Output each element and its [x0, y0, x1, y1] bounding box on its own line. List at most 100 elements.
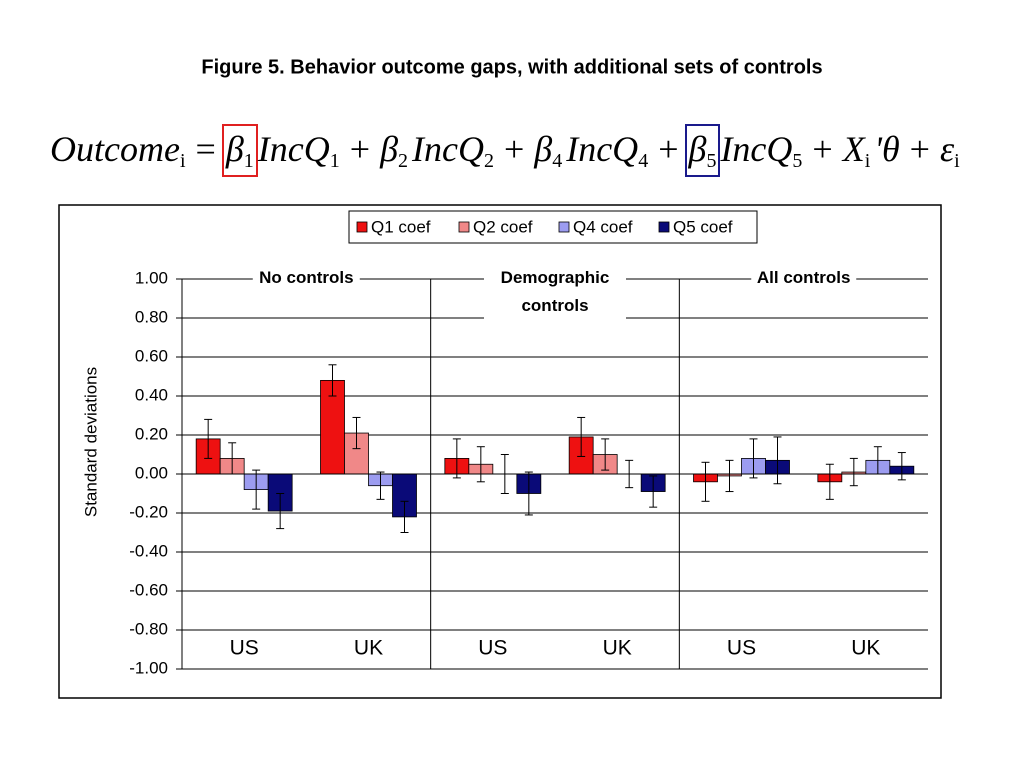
equation-token: β4 [534, 128, 562, 173]
y-tick-label: -1.00 [129, 658, 168, 677]
y-axis-label: Standard deviations [81, 367, 100, 517]
equation-token: β2 [380, 128, 408, 173]
error-bar [204, 418, 213, 459]
legend-label: Q1 coef [371, 217, 431, 236]
y-tick-label: -0.20 [129, 502, 168, 521]
x-tick-label: UK [603, 637, 632, 660]
error-bar [725, 459, 734, 493]
legend: Q1 coef Q2 coef Q4 coef Q5 coef [348, 210, 758, 244]
error-bar [452, 438, 461, 479]
equation-token: IncQ1 [258, 128, 340, 173]
legend-label: Q5 coef [673, 217, 733, 236]
y-tick-label: 1.00 [135, 268, 168, 287]
error-bar [897, 452, 906, 481]
y-tick-label: 0.20 [135, 424, 168, 443]
equation-text: 'θ [874, 129, 900, 169]
error-bar [252, 469, 261, 510]
x-tick-label: US [230, 637, 259, 660]
equation-token: β1 [221, 124, 258, 177]
equation-token: IncQ4 [566, 128, 648, 173]
legend-swatch [558, 221, 570, 233]
equation-text: + [658, 129, 679, 169]
error-bar [524, 471, 533, 516]
equation-token: + [350, 128, 370, 170]
error-bar [352, 416, 361, 450]
equation-subscript: 4 [552, 150, 563, 172]
error-bar [849, 457, 858, 487]
equation-text: β [688, 129, 707, 169]
equation-token: Xi [843, 128, 871, 173]
legend-swatch [458, 221, 470, 233]
panel-label: No controls [253, 264, 360, 292]
equation-subscript: 4 [638, 150, 649, 172]
error-bar [577, 416, 586, 457]
error-bar [400, 500, 409, 533]
y-tick-label: 0.40 [135, 385, 168, 404]
equation-subscript: i [179, 150, 186, 172]
legend-label: Q2 coef [473, 217, 533, 236]
legend-swatch [356, 221, 368, 233]
y-tick-label: 0.00 [135, 463, 168, 482]
equation: Outcomei = β1 IncQ1 + β2 IncQ2 + β4 IncQ4 + β5 IncQ5… [48, 124, 962, 177]
equation-token: IncQ2 [412, 128, 494, 173]
equation-token: + [910, 128, 930, 170]
equation-subscript: 2 [483, 150, 494, 172]
error-bar [825, 463, 834, 500]
panel-label: All controls [750, 264, 857, 292]
equation-text: IncQ [412, 129, 484, 169]
legend-label: Q4 coef [573, 217, 633, 236]
equation-subscript: 1 [243, 150, 254, 172]
panel-label: Demographic controls [484, 264, 626, 320]
equation-token: 'θ [874, 128, 899, 170]
chart-frame [58, 204, 942, 699]
equation-token: Outcomei [50, 128, 186, 173]
equation-subscript: 5 [706, 150, 717, 172]
equation-token: + [658, 128, 678, 170]
x-tick-label: UK [851, 637, 880, 660]
error-bar [376, 471, 385, 500]
y-tick-label: 0.80 [135, 307, 168, 326]
error-bar [276, 493, 285, 530]
error-bar [649, 475, 658, 508]
x-tick-label: US [478, 637, 507, 660]
equation-subscript: i [954, 150, 960, 172]
equation-subscript: i [864, 150, 871, 172]
equation-token: β5 [684, 124, 721, 177]
equation-text: IncQ [566, 129, 639, 169]
x-tick-label: US [727, 637, 756, 660]
equation-token: = [196, 128, 216, 170]
equation-text: X [842, 129, 865, 169]
equation-subscript: 5 [792, 150, 803, 172]
equation-text: Outcome [50, 129, 180, 169]
equation-subscript: 2 [398, 150, 408, 172]
error-bar [701, 461, 710, 502]
equation-text: + [812, 129, 833, 169]
legend-box [348, 210, 758, 244]
y-tick-label: -0.40 [129, 541, 168, 560]
equation-text: + [909, 129, 930, 169]
equation-text: β [380, 129, 398, 169]
error-bar [476, 446, 485, 483]
equation-token: εi [940, 128, 960, 173]
chart-title: Figure 5. Behavior outcome gaps, with ad… [201, 56, 822, 78]
equation-token: + [504, 128, 524, 170]
equation-text: β [225, 129, 244, 169]
y-tick-label: 0.60 [135, 346, 168, 365]
error-bar [773, 436, 782, 485]
equation-token: + [812, 128, 832, 170]
equation-text: = [195, 129, 216, 169]
error-bar [328, 364, 337, 397]
x-tick-label: UK [354, 637, 383, 660]
error-bar [749, 438, 758, 479]
equation-token: IncQ5 [720, 128, 802, 173]
legend-swatch [658, 221, 670, 233]
equation-text: β [534, 129, 553, 169]
equation-text: ε [939, 129, 955, 169]
equation-text: IncQ [257, 129, 330, 169]
equation-text: + [349, 129, 371, 169]
error-bar [601, 438, 610, 471]
equation-text: + [503, 129, 525, 169]
y-tick-label: -0.60 [129, 580, 168, 599]
